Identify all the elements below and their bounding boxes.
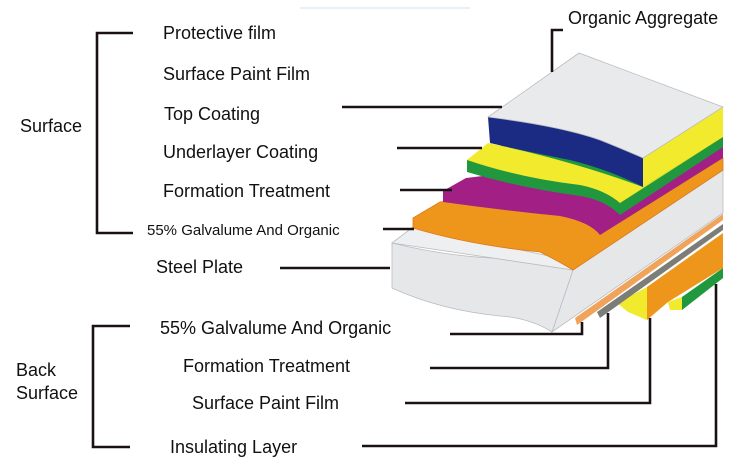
leader-back-formation xyxy=(430,313,610,370)
leader-back-paint xyxy=(405,318,652,405)
underside-yellow-layer-left xyxy=(617,287,647,320)
underside-thin-orange-strip xyxy=(575,214,723,325)
underside-gray-strip xyxy=(597,224,723,318)
label-back-formation: Formation Treatment xyxy=(183,356,350,376)
label-surface-group: Surface xyxy=(20,116,82,136)
label-back-line2: Surface xyxy=(16,383,78,403)
back-surface-bracket xyxy=(91,324,130,449)
label-steel-plate: Steel Plate xyxy=(156,257,243,277)
underside-green-layer xyxy=(682,268,723,310)
surface-bracket xyxy=(95,31,133,235)
leader-insulating xyxy=(362,284,718,448)
label-organic-aggregate: Organic Aggregate xyxy=(568,8,718,28)
protective-film-top-face xyxy=(486,52,724,159)
label-protective-film: Protective film xyxy=(163,23,276,43)
top-coating-blue xyxy=(488,117,643,187)
underside-yellow-layer-right xyxy=(668,297,682,310)
label-back-galvalume: 55% Galvalume And Organic xyxy=(160,318,391,338)
label-underlayer-coating: Underlayer Coating xyxy=(163,142,318,162)
label-insulating-layer: Insulating Layer xyxy=(170,437,297,457)
leader-back-galvalume xyxy=(450,322,584,336)
label-back-line1: Back xyxy=(16,360,57,380)
leader-lines xyxy=(280,28,718,448)
leader-organic-aggregate xyxy=(550,28,563,72)
label-surface-paint-film: Surface Paint Film xyxy=(163,64,310,84)
label-back-paint-film: Surface Paint Film xyxy=(192,393,339,413)
top-right-face-yellow xyxy=(643,107,723,187)
label-formation-treatment: Formation Treatment xyxy=(163,181,330,201)
underside-orange-layer xyxy=(647,233,723,320)
surface-paint-yellow xyxy=(467,137,723,203)
label-galvalume: 55% Galvalume And Organic xyxy=(147,222,340,239)
panel-illustration xyxy=(391,52,724,334)
label-top-coating: Top Coating xyxy=(164,104,260,124)
